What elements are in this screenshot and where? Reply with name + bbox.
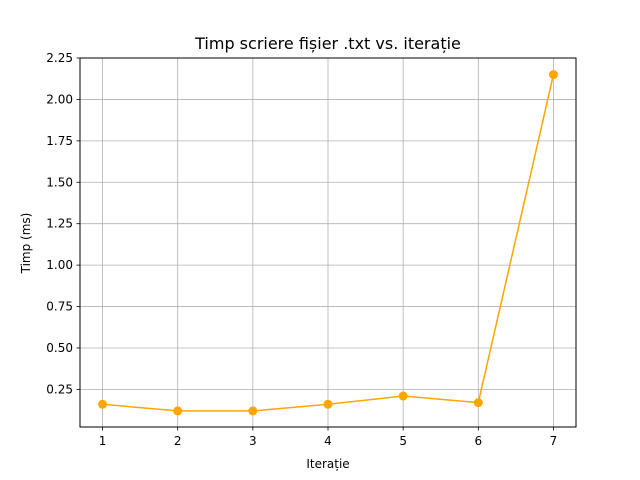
series-layer bbox=[98, 70, 558, 416]
y-tick-label: 2.00 bbox=[46, 92, 73, 106]
x-axis-title: Iterație bbox=[306, 457, 349, 471]
y-tick-label: 0.75 bbox=[46, 300, 73, 314]
y-tick-label: 1.00 bbox=[46, 258, 73, 272]
x-tick-label: 5 bbox=[399, 434, 407, 448]
data-point bbox=[173, 406, 183, 416]
data-point bbox=[398, 391, 408, 401]
y-tick-label: 1.25 bbox=[46, 217, 73, 231]
grid-layer bbox=[80, 57, 576, 427]
ticks-layer: 1 2 3 4 5 6 7 0.25 0.50 0.75 1.00 1.25 1.50 1.75 2.00 2… bbox=[46, 51, 557, 448]
x-tick-label: 2 bbox=[174, 434, 182, 448]
data-point bbox=[473, 398, 483, 408]
data-point bbox=[248, 406, 258, 416]
x-tick-label: 7 bbox=[550, 434, 558, 448]
x-tick-label: 1 bbox=[99, 434, 107, 448]
y-tick-label: 2.25 bbox=[46, 51, 73, 65]
y-axis-title: Timp (ms) bbox=[19, 213, 33, 275]
x-tick-label: 3 bbox=[249, 434, 257, 448]
y-tick-label: 1.75 bbox=[46, 134, 73, 148]
y-tick-label: 0.50 bbox=[46, 341, 73, 355]
x-tick-label: 4 bbox=[324, 434, 332, 448]
data-point bbox=[548, 70, 558, 80]
y-tick-label: 0.25 bbox=[46, 382, 73, 396]
y-tick-label: 1.50 bbox=[46, 175, 73, 189]
x-tick-label: 6 bbox=[474, 434, 482, 448]
data-point bbox=[323, 399, 333, 409]
chart-title: Timp scriere fișier .txt vs. iterație bbox=[194, 34, 461, 53]
data-point bbox=[98, 399, 108, 409]
